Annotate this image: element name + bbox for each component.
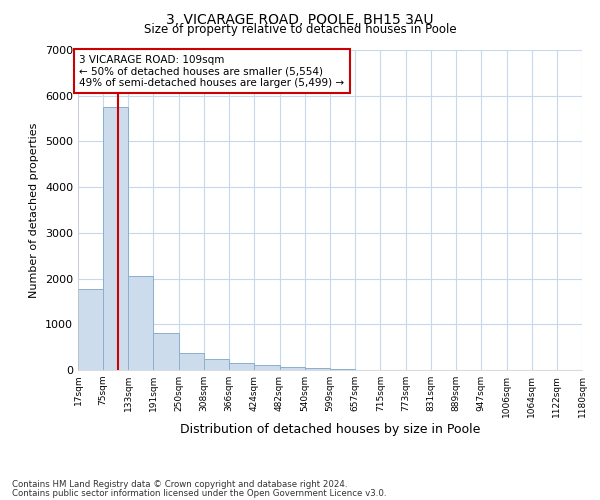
Text: Size of property relative to detached houses in Poole: Size of property relative to detached ho… xyxy=(143,22,457,36)
Bar xyxy=(78,288,103,370)
Text: 3 VICARAGE ROAD: 109sqm
← 50% of detached houses are smaller (5,554)
49% of semi: 3 VICARAGE ROAD: 109sqm ← 50% of detache… xyxy=(79,54,344,88)
Text: Contains public sector information licensed under the Open Government Licence v3: Contains public sector information licen… xyxy=(12,488,386,498)
Y-axis label: Number of detached properties: Number of detached properties xyxy=(29,122,40,298)
X-axis label: Distribution of detached houses by size in Poole: Distribution of detached houses by size … xyxy=(180,422,480,436)
Text: Contains HM Land Registry data © Crown copyright and database right 2024.: Contains HM Land Registry data © Crown c… xyxy=(12,480,347,489)
Bar xyxy=(103,107,128,370)
Bar xyxy=(330,369,355,370)
Bar xyxy=(128,276,154,370)
Bar xyxy=(154,332,179,370)
Bar xyxy=(280,367,305,370)
Bar xyxy=(179,353,204,370)
Bar xyxy=(305,368,330,370)
Bar xyxy=(229,363,254,370)
Text: 3, VICARAGE ROAD, POOLE, BH15 3AU: 3, VICARAGE ROAD, POOLE, BH15 3AU xyxy=(166,12,434,26)
Bar xyxy=(204,360,229,370)
Bar xyxy=(254,365,280,370)
